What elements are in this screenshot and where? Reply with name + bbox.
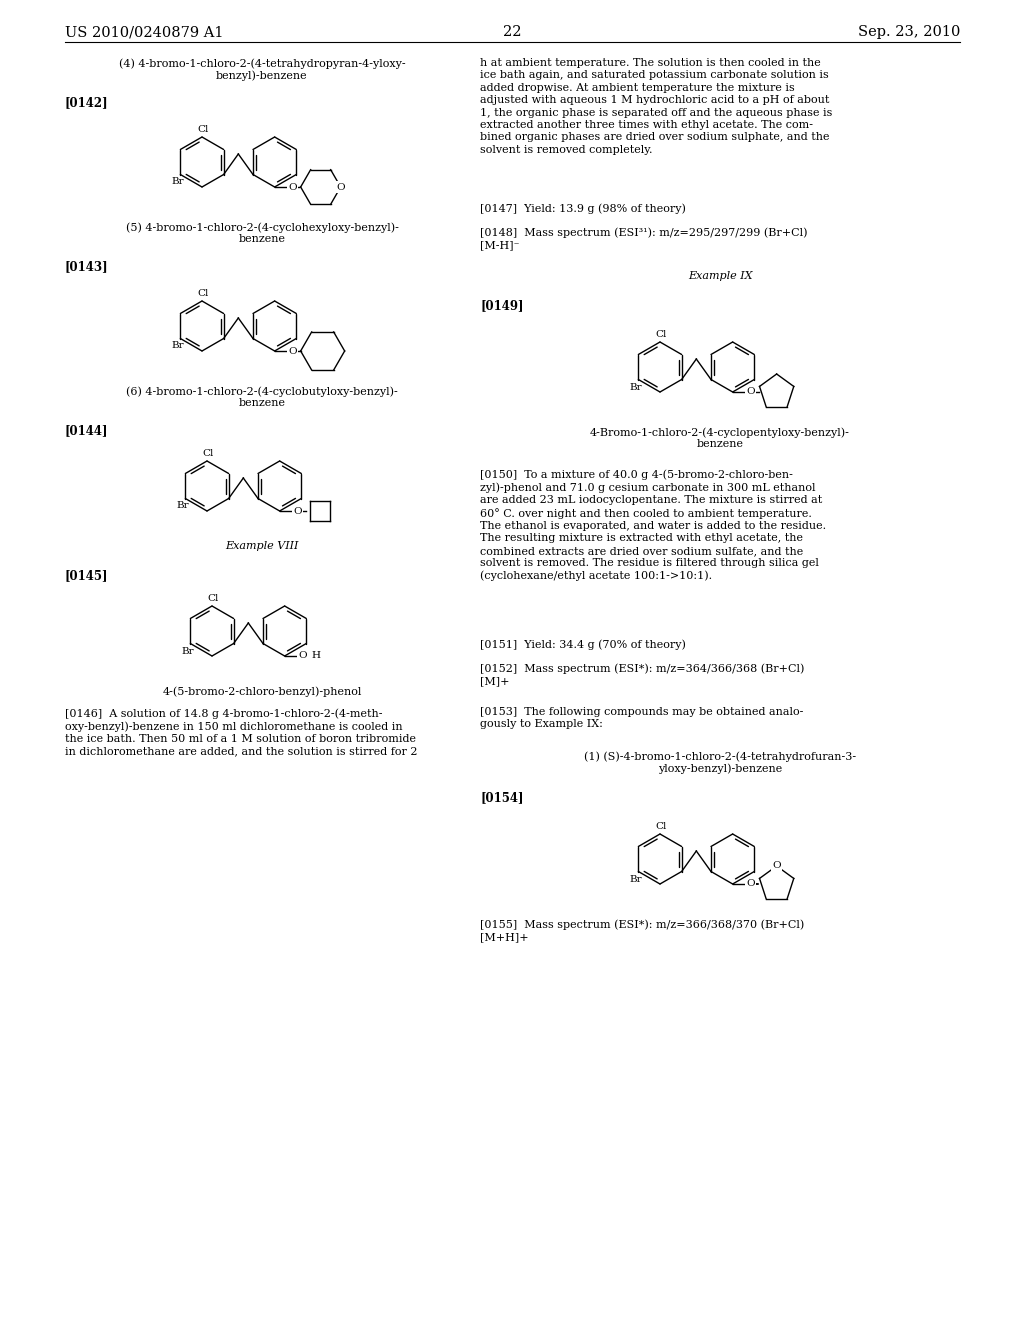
Text: [0149]: [0149] — [480, 300, 523, 312]
Text: (5) 4-bromo-1-chloro-2-(4-cyclohexyloxy-benzyl)-
benzene: (5) 4-bromo-1-chloro-2-(4-cyclohexyloxy-… — [126, 222, 398, 244]
Text: [0150]  To a mixture of 40.0 g 4-(5-bromo-2-chloro-ben-
zyl)-phenol and 71.0 g c: [0150] To a mixture of 40.0 g 4-(5-bromo… — [480, 469, 826, 581]
Text: [0148]  Mass spectrum (ESI³¹): m/z=295/297/299 (Br+Cl)
[M-H]⁻: [0148] Mass spectrum (ESI³¹): m/z=295/29… — [480, 227, 808, 249]
Text: Cl: Cl — [655, 330, 667, 339]
Text: (6) 4-bromo-1-chloro-2-(4-cyclobutyloxy-benzyl)-
benzene: (6) 4-bromo-1-chloro-2-(4-cyclobutyloxy-… — [126, 385, 398, 408]
Text: H: H — [311, 652, 321, 660]
Text: Cl: Cl — [207, 594, 219, 603]
Text: Example IX: Example IX — [688, 271, 753, 281]
Text: (4) 4-bromo-1-chloro-2-(4-tetrahydropyran-4-yloxy-
benzyl)-benzene: (4) 4-bromo-1-chloro-2-(4-tetrahydropyra… — [119, 58, 406, 81]
Text: [0152]  Mass spectrum (ESI*): m/z=364/366/368 (Br+Cl)
[M]+: [0152] Mass spectrum (ESI*): m/z=364/366… — [480, 663, 805, 686]
Text: [0146]  A solution of 14.8 g 4-bromo-1-chloro-2-(4-meth-
oxy-benzyl)-benzene in : [0146] A solution of 14.8 g 4-bromo-1-ch… — [65, 708, 418, 756]
Text: (1) (S)-4-bromo-1-chloro-2-(4-tetrahydrofuran-3-
yloxy-benzyl)-benzene: (1) (S)-4-bromo-1-chloro-2-(4-tetrahydro… — [584, 751, 856, 774]
Text: 22: 22 — [503, 25, 521, 40]
Text: Sep. 23, 2010: Sep. 23, 2010 — [858, 25, 961, 40]
Text: Cl: Cl — [203, 449, 214, 458]
Text: O: O — [289, 346, 297, 355]
Text: [0145]: [0145] — [65, 569, 109, 582]
Text: [0147]  Yield: 13.9 g (98% of theory): [0147] Yield: 13.9 g (98% of theory) — [480, 203, 686, 214]
Text: Br: Br — [629, 383, 642, 392]
Text: [0154]: [0154] — [480, 791, 523, 804]
Text: [0151]  Yield: 34.4 g (70% of theory): [0151] Yield: 34.4 g (70% of theory) — [480, 639, 686, 649]
Text: Br: Br — [176, 502, 188, 511]
Text: [0155]  Mass spectrum (ESI*): m/z=366/368/370 (Br+Cl)
[M+H]+: [0155] Mass spectrum (ESI*): m/z=366/368… — [480, 919, 804, 942]
Text: [0142]: [0142] — [65, 96, 109, 110]
Text: O: O — [336, 182, 345, 191]
Text: O: O — [298, 652, 307, 660]
Text: O: O — [289, 182, 297, 191]
Text: Cl: Cl — [198, 289, 209, 298]
Text: O: O — [293, 507, 302, 516]
Text: Br: Br — [171, 177, 183, 186]
Text: [0153]  The following compounds may be obtained analo-
gously to Example IX:: [0153] The following compounds may be ob… — [480, 708, 804, 730]
Text: US 2010/0240879 A1: US 2010/0240879 A1 — [65, 25, 223, 40]
Text: Br: Br — [629, 874, 642, 883]
Text: O: O — [772, 862, 781, 870]
Text: Example VIII: Example VIII — [225, 541, 299, 550]
Text: 4-Bromo-1-chloro-2-(4-cyclopentyloxy-benzyl)-
benzene: 4-Bromo-1-chloro-2-(4-cyclopentyloxy-ben… — [590, 426, 850, 449]
Text: Cl: Cl — [655, 822, 667, 832]
Text: O: O — [746, 388, 755, 396]
Text: 4-(5-bromo-2-chloro-benzyl)-phenol: 4-(5-bromo-2-chloro-benzyl)-phenol — [163, 686, 361, 697]
Text: h at ambient temperature. The solution is then cooled in the
ice bath again, and: h at ambient temperature. The solution i… — [480, 58, 833, 154]
Text: [0144]: [0144] — [65, 424, 109, 437]
Text: [0143]: [0143] — [65, 260, 109, 273]
Text: Br: Br — [171, 342, 183, 351]
Text: O: O — [746, 879, 755, 888]
Text: Br: Br — [181, 647, 194, 656]
Text: Cl: Cl — [198, 125, 209, 135]
